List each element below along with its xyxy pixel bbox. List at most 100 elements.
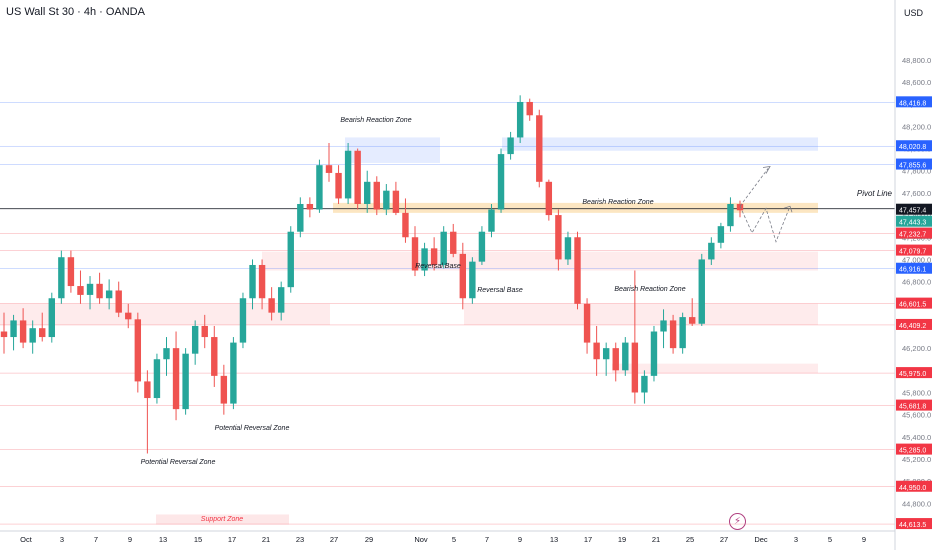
reaction-zone-left (0, 303, 330, 325)
candle-body (67, 257, 75, 287)
y-tick-label: 47,600.0 (902, 189, 931, 198)
candle-body (211, 337, 218, 376)
price-badge-label: 47,457.4 (899, 208, 926, 215)
x-tick-label: 27 (330, 535, 338, 544)
symbol-title: US Wall St 30 · 4h · OANDA (6, 6, 145, 18)
candle-body (344, 150, 352, 199)
price-badge[interactable] (896, 215, 932, 227)
candle-body (469, 261, 476, 299)
axis-background (895, 0, 932, 550)
price-badge[interactable] (896, 367, 932, 379)
y-tick-label: 46,800.0 (902, 278, 931, 287)
lightning-icon[interactable]: ⚡ (729, 513, 746, 530)
price-badge[interactable] (896, 518, 932, 530)
candle-body (622, 342, 629, 371)
price-badge-label: 47,079.7 (899, 249, 926, 256)
x-tick-label: 25 (686, 535, 694, 544)
x-tick-label: 7 (485, 535, 489, 544)
candle-body (364, 181, 371, 204)
candle-body (383, 190, 390, 210)
currency-label[interactable]: USD (904, 8, 924, 18)
candle-body (574, 237, 581, 304)
annotation-label: Bearish Reaction Zone (582, 199, 653, 206)
y-tick-label: 47,400.0 (902, 211, 931, 220)
candle-body (488, 209, 495, 232)
candle-body (19, 320, 27, 343)
y-tick-label: 48,600.0 (902, 78, 931, 87)
x-tick-label: 29 (365, 535, 373, 544)
candle-body (392, 190, 400, 213)
projection-path (739, 206, 791, 243)
price-badge[interactable] (896, 244, 932, 256)
candle-body (125, 312, 132, 320)
price-badge[interactable] (896, 480, 932, 492)
annotation-label: Reversal Base (415, 263, 461, 270)
y-tick-label: 48,200.0 (902, 122, 931, 131)
x-tick-label: 9 (862, 535, 866, 544)
price-badge[interactable] (896, 399, 932, 411)
candle-body (708, 242, 715, 260)
candle-body (29, 328, 36, 343)
y-tick-label: 45,400.0 (902, 433, 931, 442)
candle-body (373, 181, 380, 210)
x-tick-label: 21 (262, 535, 270, 544)
candle-body (249, 264, 256, 299)
y-tick-label: 44,800.0 (902, 499, 931, 508)
candle-body (258, 264, 266, 299)
candle-body (77, 286, 84, 295)
candle-body (411, 237, 419, 271)
annotation-label: Potential Reversal Zone (141, 459, 216, 466)
candle-body (48, 298, 55, 338)
price-badge[interactable] (896, 140, 932, 152)
price-badge-label: 48,416.8 (899, 100, 926, 107)
pivot-zone (333, 202, 818, 213)
annotation-label: Bearish Reaction Zone (340, 117, 411, 124)
price-badge[interactable] (896, 203, 932, 215)
candle-body (402, 212, 409, 238)
time-axis[interactable]: Oct 3 7 9 13 15 17 21 23 27 29 Nov 5 7 9 13 17 19 21 25 27 De… (0, 530, 895, 544)
price-badge-label: 47,855.6 (899, 163, 926, 170)
arrow-head-icon (762, 165, 771, 174)
x-tick-label: Nov (414, 535, 428, 544)
y-tick-label: 46,200.0 (902, 344, 931, 353)
x-tick-label: 13 (159, 535, 167, 544)
price-badge-label: 45,681.8 (899, 404, 926, 411)
candle-body (96, 283, 103, 299)
x-tick-label: 27 (720, 535, 728, 544)
candle-body (450, 231, 457, 254)
candle-body (306, 203, 314, 210)
candle-body (58, 257, 65, 299)
candle-body (555, 215, 562, 260)
candle-body (268, 298, 275, 313)
price-badge[interactable] (896, 96, 932, 108)
y-tick-label: 47,800.0 (902, 167, 931, 176)
x-tick-label: 23 (296, 535, 304, 544)
candle-body (277, 287, 285, 313)
candle-body (669, 320, 677, 349)
candle-body (86, 283, 94, 295)
reaction-zone (464, 303, 818, 325)
reaction-zone (262, 251, 818, 271)
price-badge[interactable] (896, 227, 932, 239)
candle-body (516, 101, 524, 138)
candle-body (230, 342, 237, 404)
price-badge-label: 44,613.5 (899, 522, 926, 529)
reaction-zone (612, 363, 818, 374)
annotation-label: Reversal Base (477, 287, 523, 294)
candle-body (583, 303, 591, 343)
candle-body (631, 342, 639, 393)
price-badge[interactable] (896, 318, 932, 330)
candle-body (421, 248, 428, 271)
x-tick-label: 5 (828, 535, 832, 544)
candle-body (144, 381, 151, 399)
candle-body (316, 165, 323, 210)
price-badge[interactable] (896, 443, 932, 455)
price-badge[interactable] (896, 158, 932, 170)
candle-body (440, 231, 447, 265)
price-badge-label: 47,443.3 (899, 220, 926, 227)
price-badge[interactable] (896, 262, 932, 274)
candle-body (325, 165, 333, 173)
price-axis[interactable]: 44,800.045,000.045,200.045,400.045,600.0… (894, 0, 932, 550)
price-badge[interactable] (896, 297, 932, 309)
